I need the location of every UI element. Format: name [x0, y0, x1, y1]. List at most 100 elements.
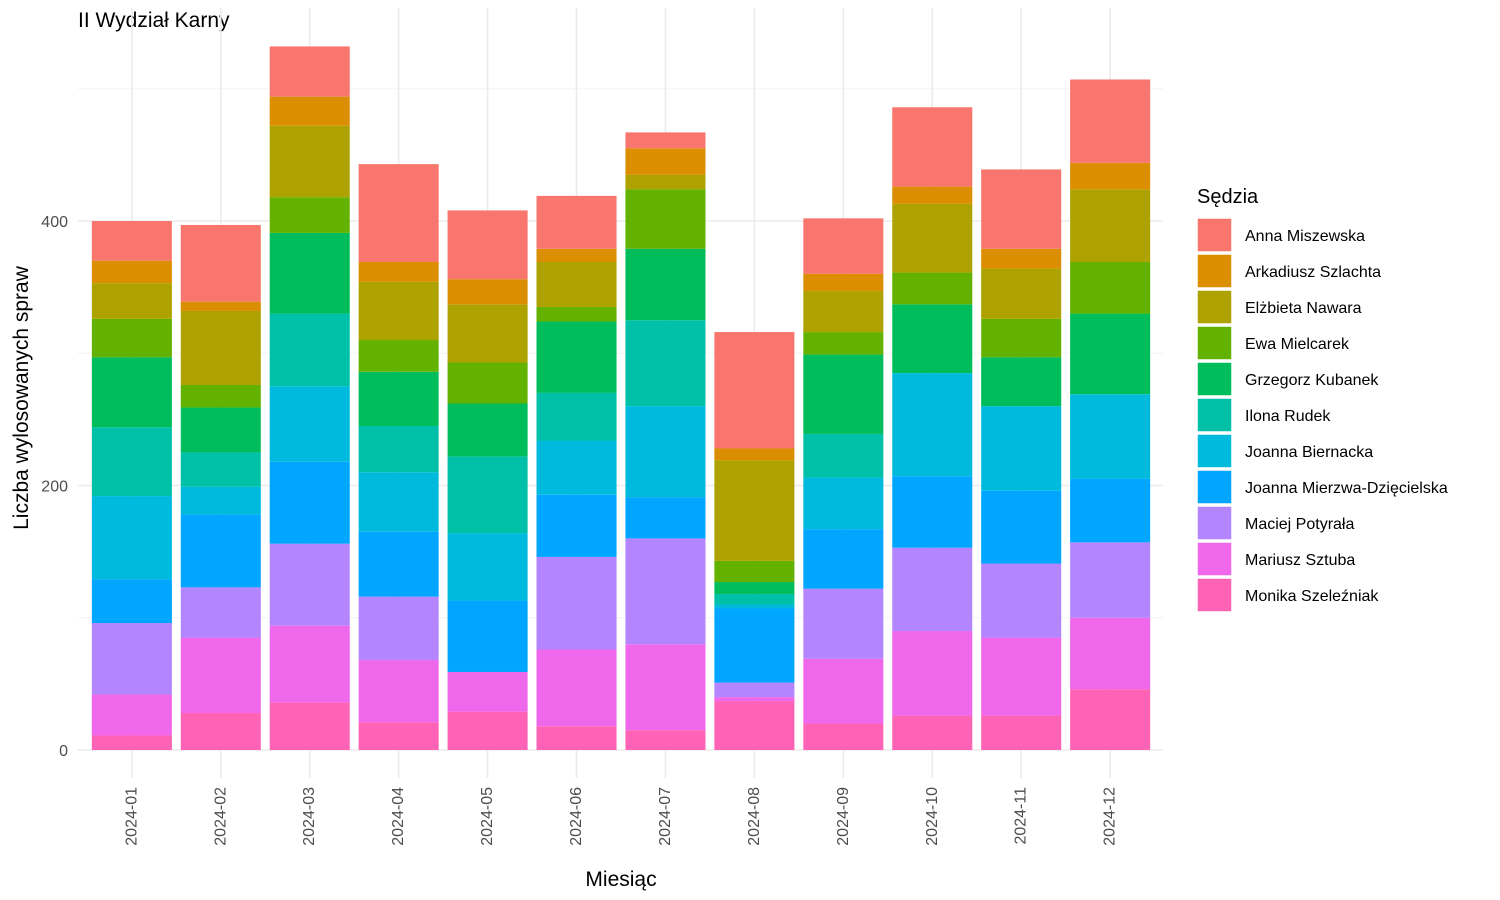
legend-swatch-anna-miszewska: [1196, 217, 1233, 253]
bar-segment-2024-03-grzegorz-kubanek: [269, 232, 350, 314]
bar-segment-2024-01-ewa-mielcarek: [91, 318, 172, 358]
bar-segment-2024-11-mariusz-sztuba: [981, 637, 1062, 716]
bar-segment-2024-04-maciej-potyrala: [358, 596, 439, 661]
bar-segment-2024-12-joanna-mierzwa-dziecielska: [1070, 478, 1151, 543]
bar-segment-2024-12-elzbieta-nawara: [1070, 189, 1151, 262]
bar-segment-2024-03-ewa-mielcarek: [269, 197, 350, 233]
bars: [91, 46, 1151, 750]
bar-segment-2024-12-maciej-potyrala: [1070, 542, 1151, 618]
bar-segment-2024-01-ilona-rudek: [91, 427, 172, 497]
bar-segment-2024-01-elzbieta-nawara: [91, 283, 172, 319]
bar-segment-2024-10-mariusz-sztuba: [892, 630, 973, 716]
y-axis-title: Liczba wylosowanych spraw: [10, 265, 33, 530]
bar-segment-2024-12-ewa-mielcarek: [1070, 262, 1151, 314]
legend-items: Anna Miszewska Arkadiusz Szlachta Elżbieta…: [1196, 217, 1448, 613]
bar-segment-2024-05-arkadiusz-szlachta: [447, 279, 528, 305]
bar-segment-2024-09-arkadiusz-szlachta: [803, 273, 884, 292]
bar-segment-2024-02-ilona-rudek: [180, 452, 261, 487]
x-tick-label: 2024-02: [212, 787, 229, 846]
y-tick-label: 200: [41, 479, 68, 496]
bar-segment-2024-11-joanna-mierzwa-dziecielska: [981, 490, 1062, 564]
legend-title: Sędzia: [1197, 186, 1259, 208]
bar-segment-2024-01-arkadiusz-szlachta: [91, 260, 172, 284]
legend-swatch-ewa-mielcarek: [1196, 325, 1233, 361]
bar-segment-2024-07-maciej-potyrala: [625, 538, 706, 645]
bar-segment-2024-10-arkadiusz-szlachta: [892, 186, 973, 204]
bar-segment-2024-04-arkadiusz-szlachta: [358, 262, 439, 282]
bar-segment-2024-12-grzegorz-kubanek: [1070, 313, 1151, 395]
x-axis-ticks: 2024-01 2024-02 2024-03 2024-04 2024-05 2024-…: [123, 787, 1118, 846]
y-tick-label: 400: [41, 214, 68, 231]
bar-segment-2024-10-grzegorz-kubanek: [892, 304, 973, 374]
bar-segment-2024-10-maciej-potyrala: [892, 547, 973, 631]
bar-segment-2024-04-ilona-rudek: [358, 425, 439, 473]
legend-label-arkadiusz-szlachta: Arkadiusz Szlachta: [1245, 264, 1381, 281]
bar-segment-2024-10-joanna-mierzwa-dziecielska: [892, 476, 973, 548]
x-tick-label: 2024-06: [568, 787, 585, 846]
bar-segment-2024-03-joanna-biernacka: [269, 386, 350, 462]
x-tick-label: 2024-11: [1013, 787, 1030, 845]
bar-segment-2024-12-monika-szelezniak: [1070, 689, 1151, 750]
legend-swatch-mariusz-sztuba: [1196, 541, 1233, 577]
legend-label-joanna-biernacka: Joanna Biernacka: [1245, 444, 1373, 461]
bar-segment-2024-09-anna-miszewska: [803, 218, 884, 274]
bar-segment-2024-11-elzbieta-nawara: [981, 268, 1062, 319]
bar-segment-2024-10-monika-szelezniak: [892, 715, 973, 750]
bar-segment-2024-08-joanna-mierzwa-dziecielska: [714, 608, 795, 683]
bar-segment-2024-02-elzbieta-nawara: [180, 310, 261, 385]
bar-segment-2024-08-anna-miszewska: [714, 332, 795, 449]
x-tick-label: 2024-07: [657, 787, 674, 846]
bar-segment-2024-11-grzegorz-kubanek: [981, 357, 1062, 407]
bar-segment-2024-01-monika-szelezniak: [91, 735, 172, 750]
bar-segment-2024-02-joanna-biernacka: [180, 486, 261, 515]
x-tick-label: 2024-08: [746, 787, 763, 846]
bar-segment-2024-07-monika-szelezniak: [625, 730, 706, 750]
legend-label-maciej-potyrala: Maciej Potyrała: [1245, 516, 1354, 533]
bar-segment-2024-01-maciej-potyrala: [91, 623, 172, 695]
bar-segment-2024-08-ewa-mielcarek: [714, 560, 795, 583]
bar-segment-2024-01-mariusz-sztuba: [91, 694, 172, 736]
bar-segment-2024-10-ewa-mielcarek: [892, 272, 973, 305]
bar-segment-2024-09-ewa-mielcarek: [803, 332, 884, 355]
bar-segment-2024-06-arkadiusz-szlachta: [536, 248, 617, 262]
bar-segment-2024-05-mariusz-sztuba: [447, 671, 528, 712]
legend-swatch-elzbieta-nawara: [1196, 289, 1233, 325]
bar-segment-2024-02-maciej-potyrala: [180, 587, 261, 638]
bar-segment-2024-11-joanna-biernacka: [981, 406, 1062, 491]
bar-segment-2024-05-anna-miszewska: [447, 210, 528, 280]
legend-label-ewa-mielcarek: Ewa Mielcarek: [1245, 336, 1350, 353]
bar-segment-2024-10-anna-miszewska: [892, 107, 973, 187]
bar-segment-2024-12-mariusz-sztuba: [1070, 617, 1151, 690]
bar-segment-2024-11-maciej-potyrala: [981, 563, 1062, 638]
bar-segment-2024-11-arkadiusz-szlachta: [981, 248, 1062, 269]
bar-segment-2024-08-grzegorz-kubanek: [714, 582, 795, 594]
bar-segment-2024-06-ewa-mielcarek: [536, 306, 617, 322]
x-tick-label: 2024-03: [301, 787, 318, 846]
bar-segment-2024-02-monika-szelezniak: [180, 712, 261, 750]
bar-segment-2024-05-monika-szelezniak: [447, 711, 528, 750]
bar-segment-2024-09-ilona-rudek: [803, 433, 884, 478]
x-tick-label: 2024-10: [924, 787, 941, 846]
bar-segment-2024-11-anna-miszewska: [981, 169, 1062, 249]
bar-segment-2024-05-elzbieta-nawara: [447, 304, 528, 363]
bar-segment-2024-08-arkadiusz-szlachta: [714, 448, 795, 461]
bar-segment-2024-11-ewa-mielcarek: [981, 318, 1062, 358]
bar-segment-2024-09-joanna-mierzwa-dziecielska: [803, 529, 884, 589]
bar-segment-2024-05-joanna-mierzwa-dziecielska: [447, 600, 528, 672]
legend-swatch-monika-szelezniak: [1196, 577, 1233, 613]
bar-segment-2024-02-joanna-mierzwa-dziecielska: [180, 514, 261, 588]
legend-label-ilona-rudek: Ilona Rudek: [1245, 408, 1331, 425]
x-tick-label: 2024-01: [123, 787, 140, 846]
bar-segment-2024-09-mariusz-sztuba: [803, 658, 884, 724]
bar-segment-2024-05-ewa-mielcarek: [447, 362, 528, 404]
bar-segment-2024-06-joanna-biernacka: [536, 440, 617, 495]
legend-label-grzegorz-kubanek: Grzegorz Kubanek: [1245, 372, 1379, 389]
bar-segment-2024-04-ewa-mielcarek: [358, 340, 439, 372]
legend-label-anna-miszewska: Anna Miszewska: [1245, 228, 1365, 245]
bar-segment-2024-03-elzbieta-nawara: [269, 125, 350, 198]
legend-swatch-joanna-biernacka: [1196, 433, 1233, 469]
legend-label-elzbieta-nawara: Elżbieta Nawara: [1245, 300, 1362, 317]
bar-segment-2024-09-grzegorz-kubanek: [803, 354, 884, 434]
bar-segment-2024-08-joanna-biernacka: [714, 604, 795, 609]
